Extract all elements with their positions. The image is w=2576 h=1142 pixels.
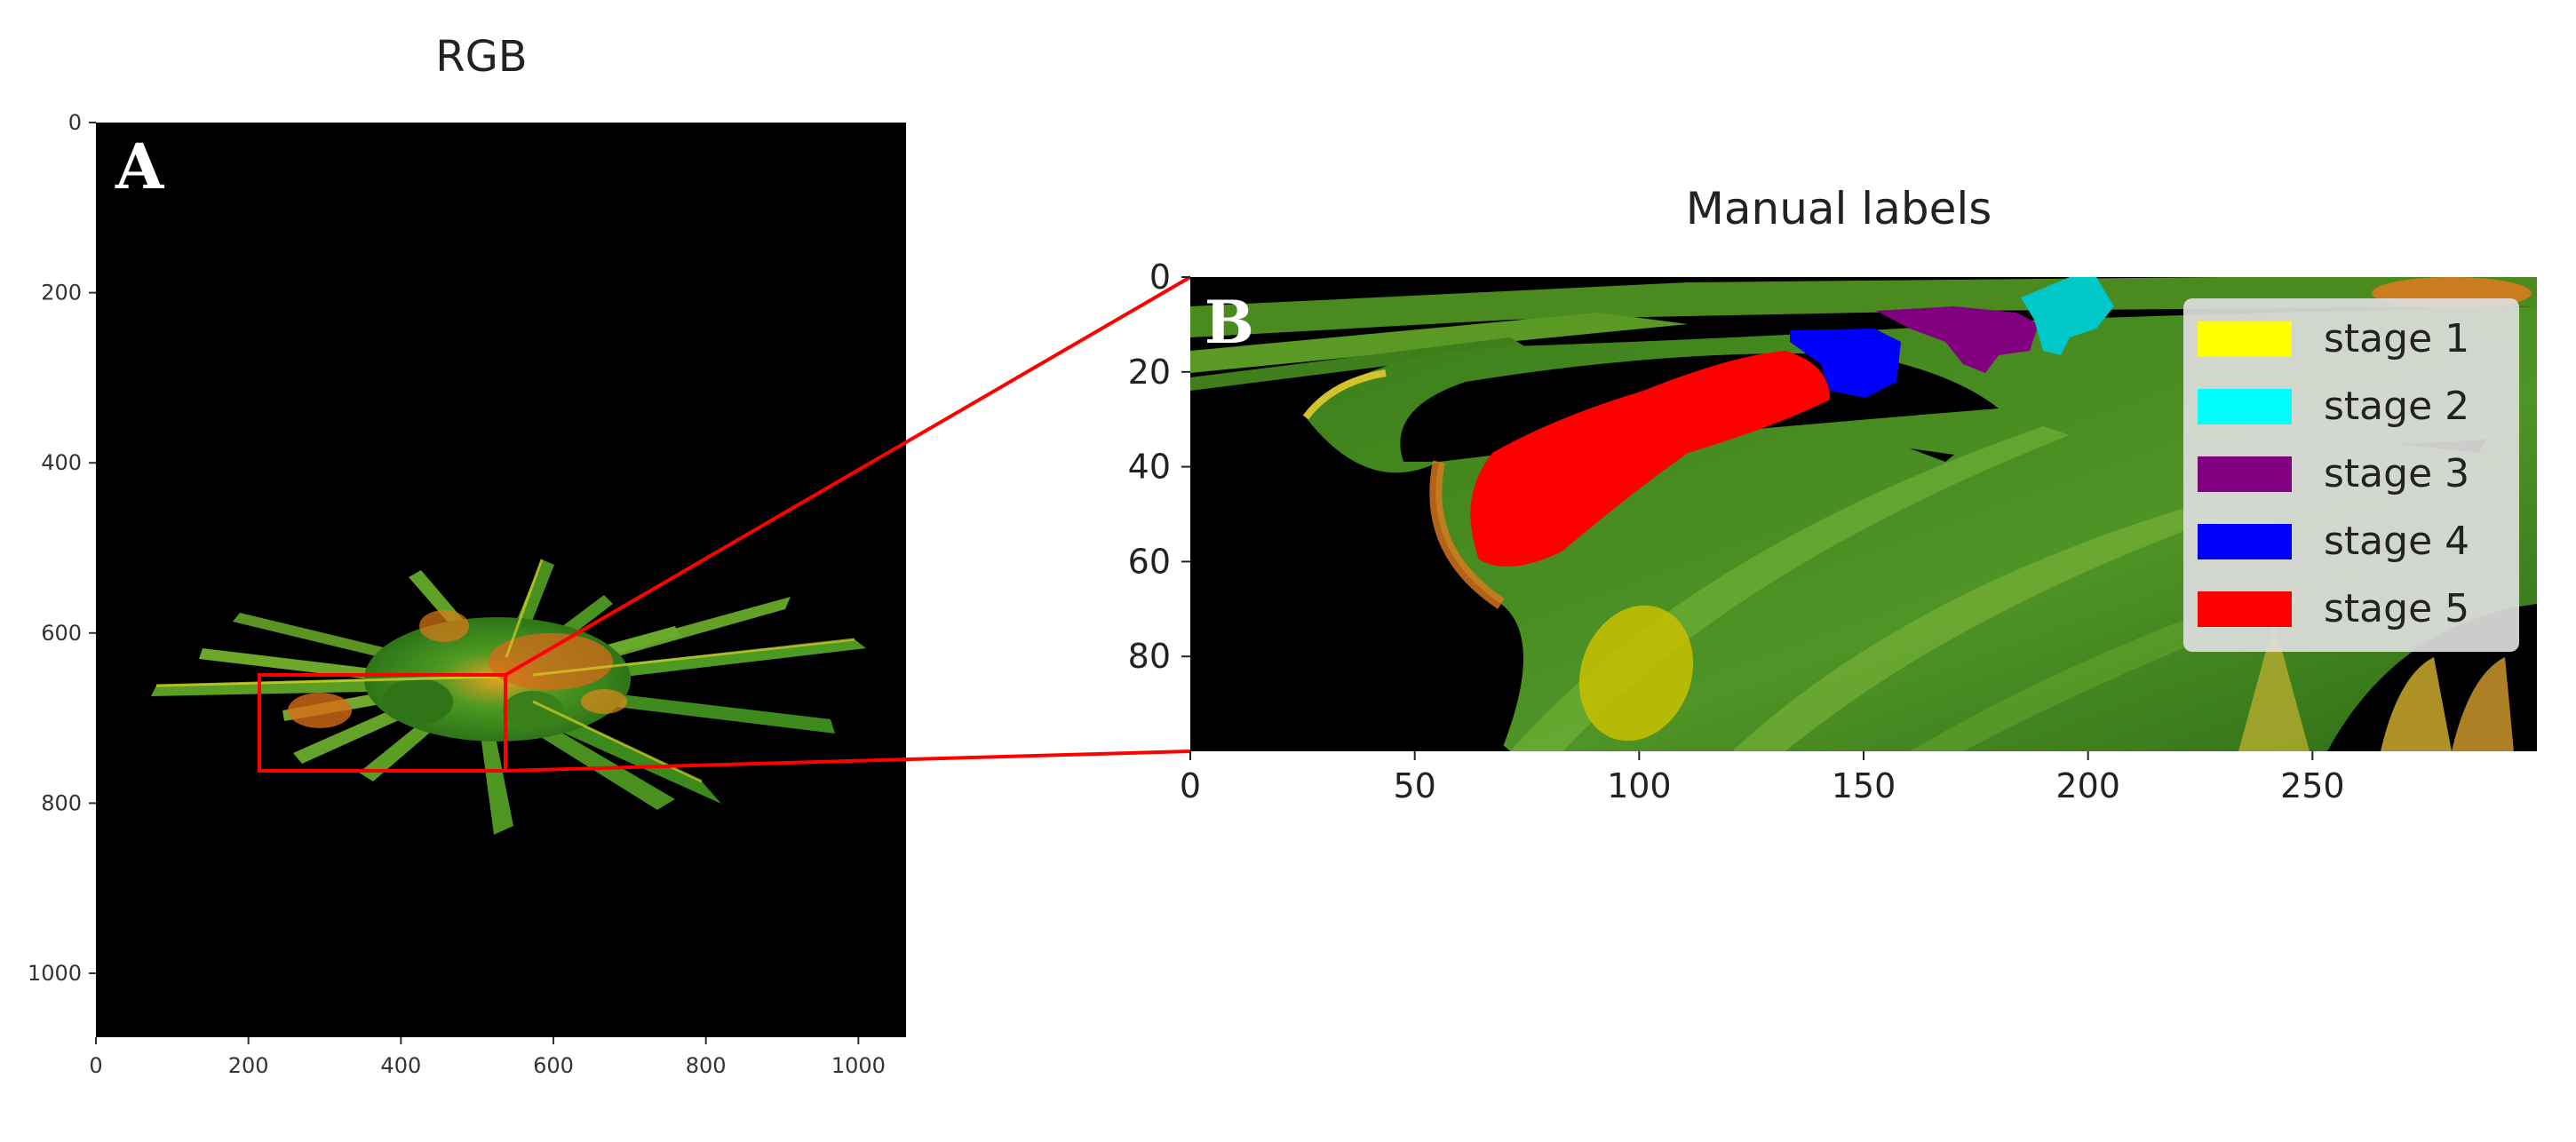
- legend-swatch-stage-5: [2198, 591, 2292, 627]
- panel-a-title: RGB: [435, 32, 527, 82]
- stage-4-region: [1790, 329, 1901, 398]
- legend: stage 1 stage 2 stage 3 stage 4 stage 5: [2183, 298, 2519, 652]
- panel-a-axes: 0 200 400 600 800 1000 0 200 400 600 800 1000: [28, 110, 886, 1078]
- panel-a-x-tick-label: 200: [228, 1053, 269, 1078]
- stage-5-region: [1470, 351, 1830, 567]
- zoom-line-bottom: [505, 749, 1191, 773]
- panel-a-letter: A: [115, 130, 165, 203]
- stage-1-region: [1578, 605, 1694, 742]
- panel-b-title: Manual labels: [1686, 183, 1992, 234]
- legend-label-stage-4: stage 4: [2324, 519, 2469, 564]
- panel-a-x-tick-label: 600: [533, 1053, 574, 1078]
- panel-b: Manual labels: [1128, 183, 2537, 805]
- stage-3-region: [1876, 306, 2039, 373]
- zoom-line-top: [504, 275, 1192, 677]
- panel-a-y-tick-label: 400: [41, 450, 82, 475]
- panel-b-x-tick-label: 0: [1180, 766, 1201, 805]
- panel-b-x-tick-label: 200: [2055, 766, 2120, 805]
- legend-label-stage-3: stage 3: [2324, 451, 2469, 496]
- panel-b-x-tick-label: 50: [1393, 766, 1435, 805]
- panel-a-x-tick-label: 0: [89, 1053, 102, 1078]
- panel-b-x-tick-label: 250: [2280, 766, 2345, 805]
- legend-swatch-stage-3: [2198, 456, 2292, 492]
- panel-a-y-tick-label: 200: [41, 281, 82, 305]
- panel-b-x-tick-label: 150: [1832, 766, 1896, 805]
- panel-a-y-tick-label: 1000: [28, 961, 82, 986]
- panel-a: RGB: [28, 32, 906, 1078]
- panel-b-y-tick-label: 40: [1128, 448, 1171, 487]
- legend-label-stage-2: stage 2: [2324, 384, 2469, 429]
- panel-b-x-tick-label: 100: [1607, 766, 1672, 805]
- plant-rosette-image: [151, 559, 866, 835]
- panel-a-y-tick-label: 0: [68, 110, 82, 135]
- panel-b-y-tick-label: 0: [1149, 258, 1171, 297]
- panel-a-y-tick-label: 600: [41, 621, 82, 646]
- panel-a-x-tick-label: 400: [380, 1053, 421, 1078]
- panel-a-y-tick-label: 800: [41, 790, 82, 815]
- legend-swatch-stage-4: [2198, 524, 2292, 559]
- panel-a-image: [96, 123, 906, 1037]
- panel-a-x-tick-label: 800: [686, 1053, 727, 1078]
- legend-swatch-stage-1: [2198, 321, 2292, 357]
- legend-label-stage-5: stage 5: [2324, 586, 2469, 631]
- panel-a-x-tick-label: 1000: [831, 1053, 886, 1078]
- legend-label-stage-1: stage 1: [2324, 316, 2469, 361]
- panel-b-letter: B: [1205, 288, 1254, 357]
- legend-box: [2183, 298, 2519, 652]
- zoom-region-box: [258, 673, 507, 773]
- panel-b-y-tick-label: 60: [1128, 542, 1171, 581]
- stage-2-region: [2021, 277, 2114, 355]
- panel-b-axes: 0 50 100 150 200 250 0 20 40 60 80: [1128, 258, 2345, 805]
- legend-swatch-stage-2: [2198, 389, 2292, 424]
- panel-b-y-tick-label: 20: [1128, 353, 1171, 392]
- panel-b-y-tick-label: 80: [1128, 637, 1171, 676]
